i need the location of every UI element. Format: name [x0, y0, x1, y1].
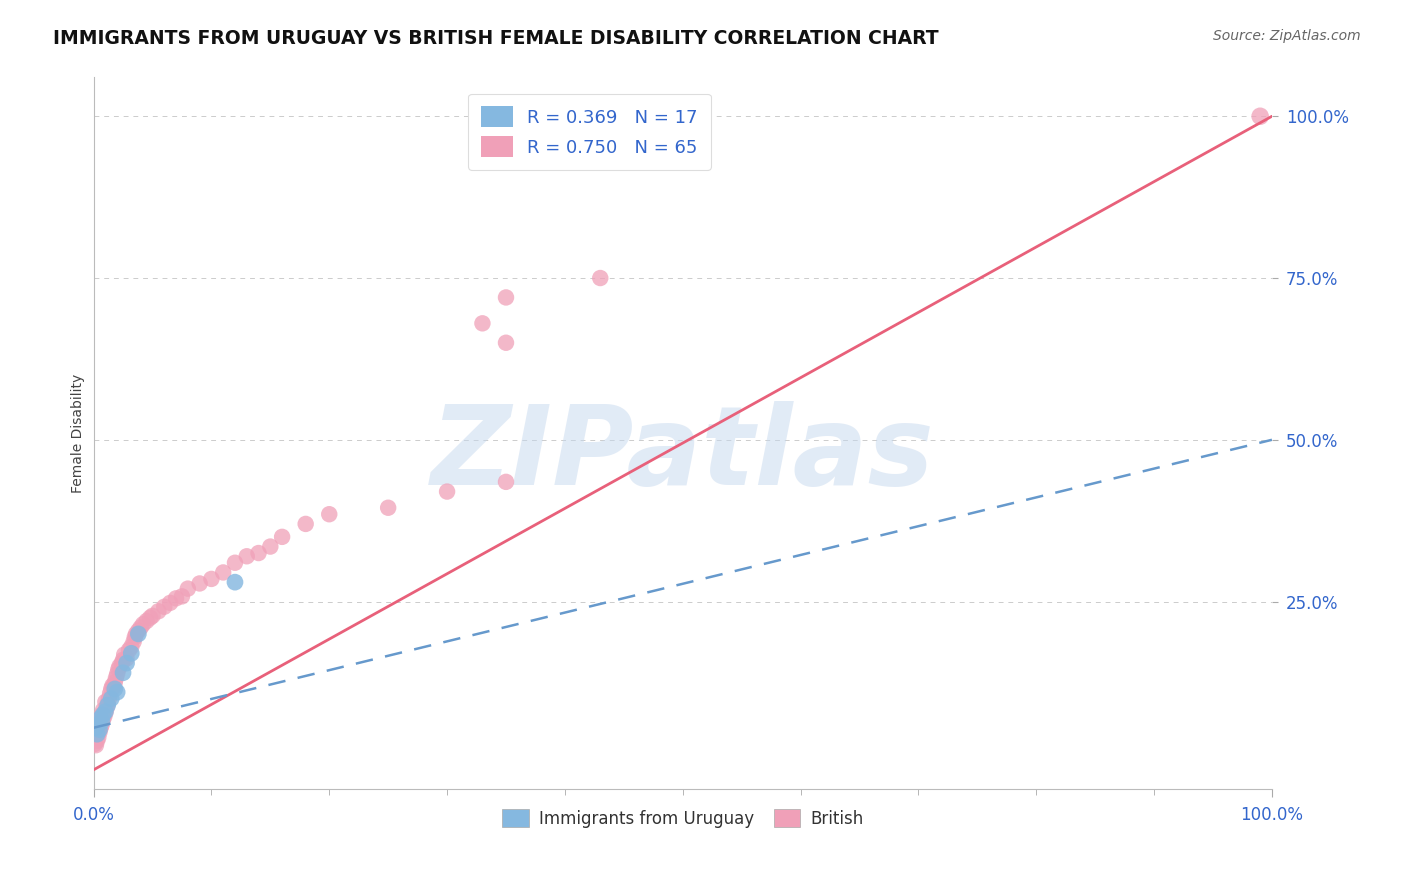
Point	[90, 717, 112, 731]
Point	[94, 695, 117, 709]
Point	[118, 643, 141, 657]
Point	[1249, 109, 1271, 123]
Point	[120, 646, 142, 660]
Point	[120, 640, 142, 654]
Point	[97, 697, 120, 711]
Point	[90, 711, 112, 725]
Point	[377, 500, 399, 515]
Point	[112, 648, 135, 662]
Point	[91, 707, 114, 722]
Point	[159, 596, 181, 610]
Point	[97, 691, 120, 706]
Point	[112, 653, 135, 667]
Point	[436, 484, 458, 499]
Point	[108, 659, 131, 673]
Text: Source: ZipAtlas.com: Source: ZipAtlas.com	[1213, 29, 1361, 44]
Point	[153, 599, 176, 614]
Point	[132, 617, 155, 632]
Point	[107, 663, 129, 677]
Point	[91, 712, 114, 726]
Point	[236, 549, 259, 564]
Point	[589, 135, 612, 149]
Point	[495, 335, 517, 350]
Point	[165, 591, 187, 606]
Point	[105, 667, 128, 681]
Point	[89, 716, 111, 731]
Point	[90, 711, 112, 725]
Point	[100, 691, 122, 706]
Point	[115, 656, 138, 670]
Point	[105, 685, 128, 699]
Point	[224, 575, 246, 590]
Point	[89, 725, 111, 739]
Point	[90, 707, 112, 722]
Point	[495, 290, 517, 304]
Point	[97, 698, 120, 712]
Text: ZIPatlas: ZIPatlas	[430, 401, 935, 508]
Point	[86, 723, 108, 738]
Point	[112, 665, 135, 680]
Point	[84, 721, 107, 735]
Point	[100, 681, 122, 696]
Point	[127, 627, 149, 641]
Point	[104, 681, 127, 696]
Point	[104, 671, 127, 685]
Point	[589, 271, 612, 285]
Point	[135, 614, 157, 628]
Point	[103, 680, 125, 694]
Point	[188, 576, 211, 591]
Point	[148, 604, 170, 618]
Point	[87, 721, 110, 735]
Point	[200, 572, 222, 586]
Point	[471, 316, 494, 330]
Point	[224, 556, 246, 570]
Point	[318, 507, 340, 521]
Text: IMMIGRANTS FROM URUGUAY VS BRITISH FEMALE DISABILITY CORRELATION CHART: IMMIGRANTS FROM URUGUAY VS BRITISH FEMAL…	[53, 29, 939, 48]
Point	[125, 627, 148, 641]
Y-axis label: Female Disability: Female Disability	[72, 374, 86, 493]
Point	[90, 714, 112, 729]
Point	[98, 686, 121, 700]
Point	[87, 731, 110, 745]
Point	[177, 582, 200, 596]
Point	[94, 705, 117, 719]
Point	[247, 546, 270, 560]
Point	[495, 475, 517, 489]
Point	[89, 723, 111, 737]
Point	[115, 651, 138, 665]
Point	[122, 634, 145, 648]
Point	[83, 737, 105, 751]
Point	[93, 710, 115, 724]
Point	[91, 703, 114, 717]
Point	[96, 701, 118, 715]
Point	[129, 620, 152, 634]
Point	[141, 608, 163, 623]
Point	[90, 721, 112, 735]
Point	[84, 738, 107, 752]
Point	[271, 530, 294, 544]
Point	[294, 516, 316, 531]
Point	[86, 733, 108, 747]
Point	[104, 675, 127, 690]
Point	[127, 624, 149, 638]
Point	[101, 679, 124, 693]
Point	[86, 727, 108, 741]
Point	[170, 590, 193, 604]
Point	[124, 630, 146, 644]
Point	[94, 706, 117, 720]
Point	[87, 717, 110, 731]
Point	[111, 656, 134, 670]
Point	[259, 540, 281, 554]
Point	[212, 566, 235, 580]
Point	[84, 727, 107, 741]
Point	[139, 611, 162, 625]
Legend: Immigrants from Uruguay, British: Immigrants from Uruguay, British	[495, 803, 870, 834]
